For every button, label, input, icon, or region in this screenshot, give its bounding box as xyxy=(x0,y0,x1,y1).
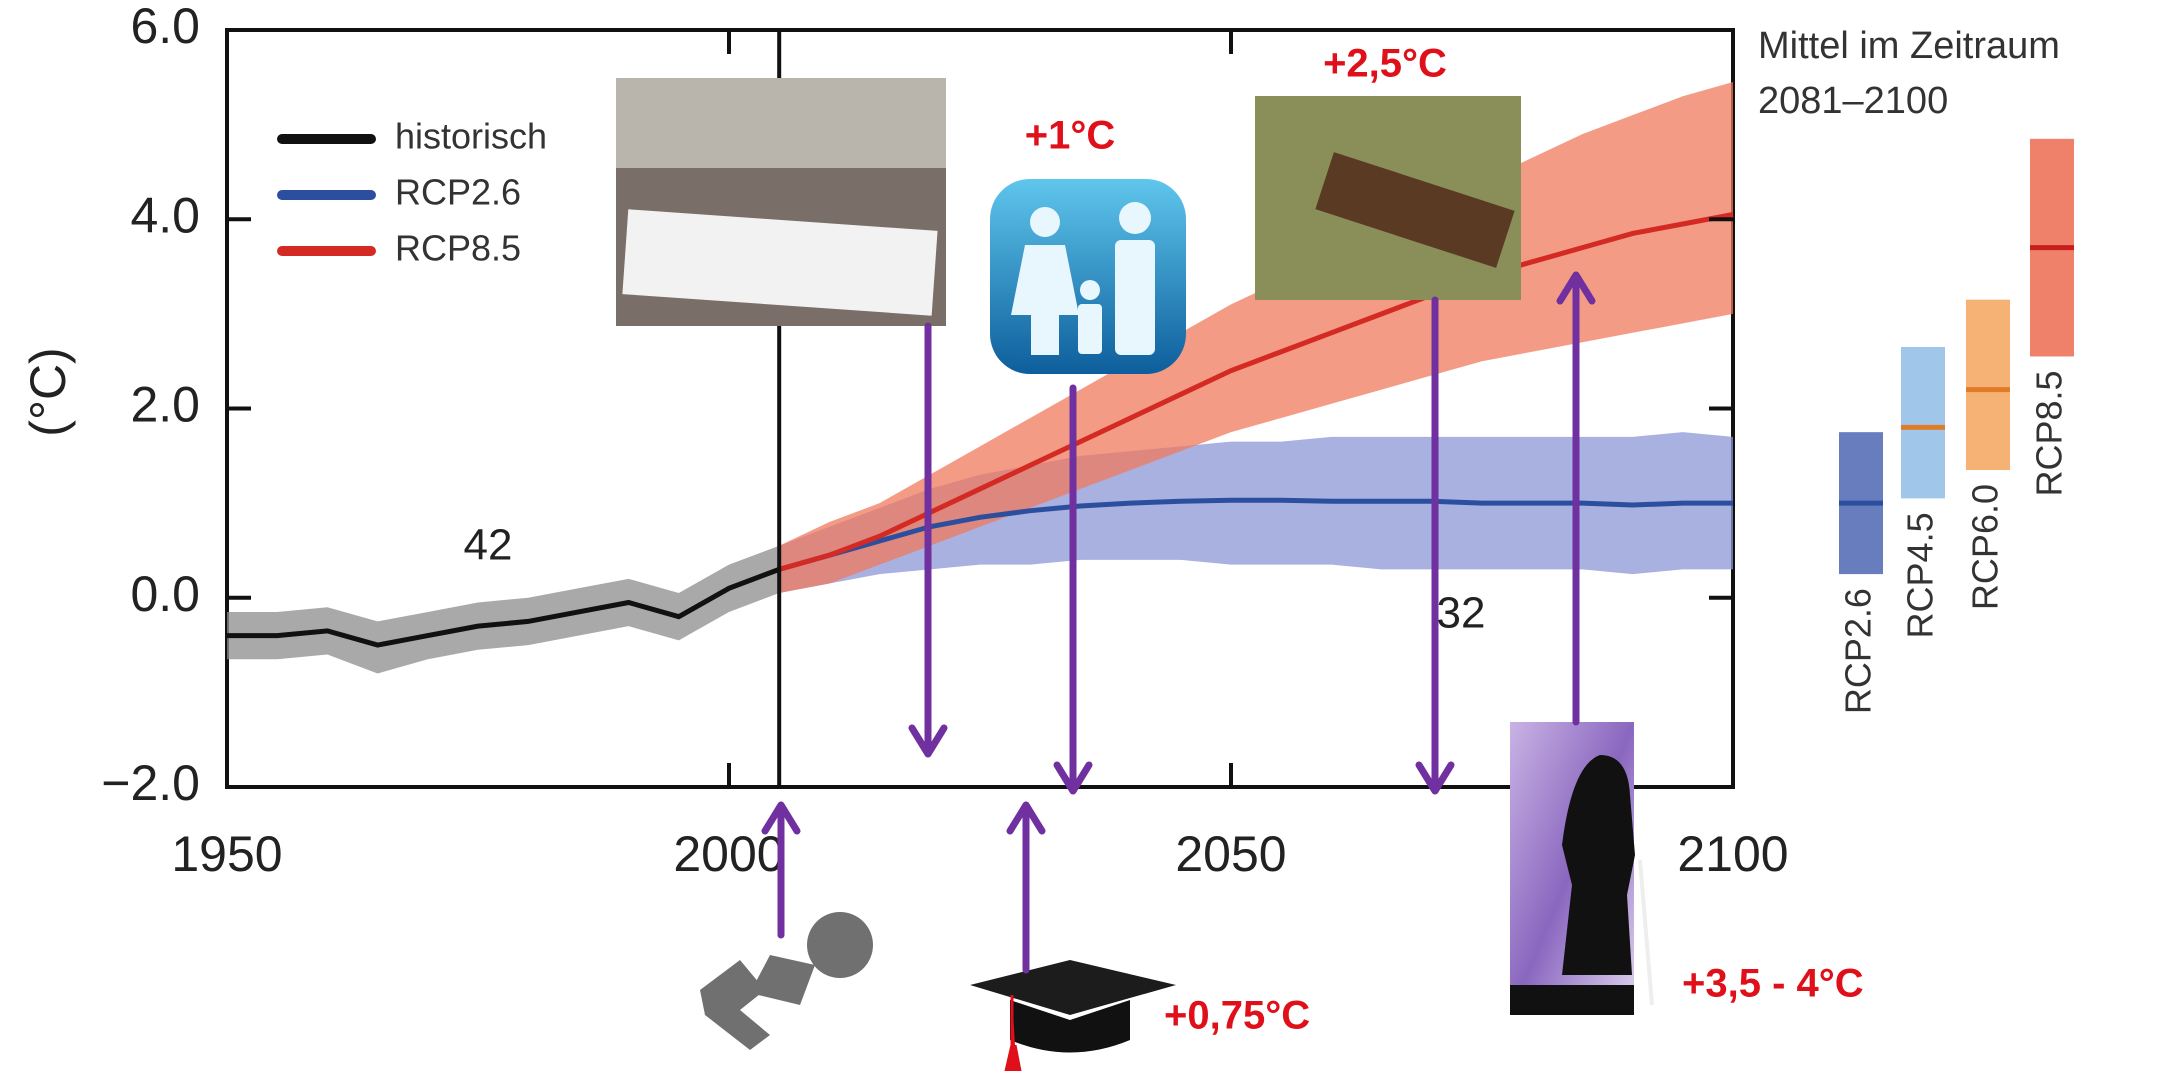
range-label: RCP2.6 xyxy=(1838,588,1879,714)
x-tick-label: 1950 xyxy=(171,826,282,882)
graduation-cap xyxy=(970,960,1176,1015)
y-axis-label: (°C) xyxy=(20,347,76,436)
y-tick-label: −2.0 xyxy=(101,755,200,811)
series-line xyxy=(227,567,781,648)
arrow xyxy=(1053,384,1093,795)
arrow xyxy=(1415,296,1455,795)
range-title: 2081–2100 xyxy=(1758,80,1948,122)
grass xyxy=(1510,985,1634,1015)
family-figures xyxy=(1011,202,1155,355)
x-tick-label: 2000 xyxy=(673,826,784,882)
protest-banner xyxy=(622,209,938,316)
y-tick-label: 6.0 xyxy=(130,0,200,54)
range-bar xyxy=(1901,346,1945,499)
protest-photo-sky xyxy=(616,78,946,168)
y-tick-label: 0.0 xyxy=(130,566,200,622)
legend-label: RCP2.6 xyxy=(395,172,521,213)
cane xyxy=(1638,859,1654,1006)
y-tick-label: 2.0 xyxy=(130,377,200,433)
bench xyxy=(1315,152,1515,268)
arrow xyxy=(761,801,801,939)
callout: +2,5°C xyxy=(1323,42,1447,86)
series-line xyxy=(778,212,1734,572)
baby-icon xyxy=(700,912,873,1050)
arrow xyxy=(1006,801,1046,974)
legend-label: historisch xyxy=(395,116,547,157)
arrow xyxy=(908,322,948,758)
callout: +3,5 - 4°C xyxy=(1682,962,1864,1006)
range-bar xyxy=(1966,299,2010,471)
range-title: Mittel im Zeitraum xyxy=(1758,25,2060,67)
pictures xyxy=(616,78,1654,1071)
plot: −2.0 0.0 2.0 4.0 6.0 1950 2000 2050 2100 historis… xyxy=(101,0,1788,882)
arrow xyxy=(1556,271,1596,726)
range-label: RCP8.5 xyxy=(2029,370,2070,496)
arrows xyxy=(761,271,1596,974)
y-tick-label: 4.0 xyxy=(130,187,200,243)
legend-label: RCP8.5 xyxy=(395,228,521,269)
range-label: RCP6.0 xyxy=(1965,484,2006,610)
elderly-silhouette xyxy=(1562,755,1635,975)
x-tick-label: 2050 xyxy=(1175,826,1286,882)
annotation: 32 xyxy=(1437,589,1486,638)
callout: +1°C xyxy=(1025,114,1116,158)
tassel xyxy=(1004,995,1022,1071)
annotation: 42 xyxy=(464,521,513,570)
x-tick-label: 2100 xyxy=(1677,826,1788,882)
range-label: RCP4.5 xyxy=(1900,512,1941,638)
callout: +0,75°C xyxy=(1164,994,1310,1038)
graduation-cap-base xyxy=(1010,1000,1130,1053)
